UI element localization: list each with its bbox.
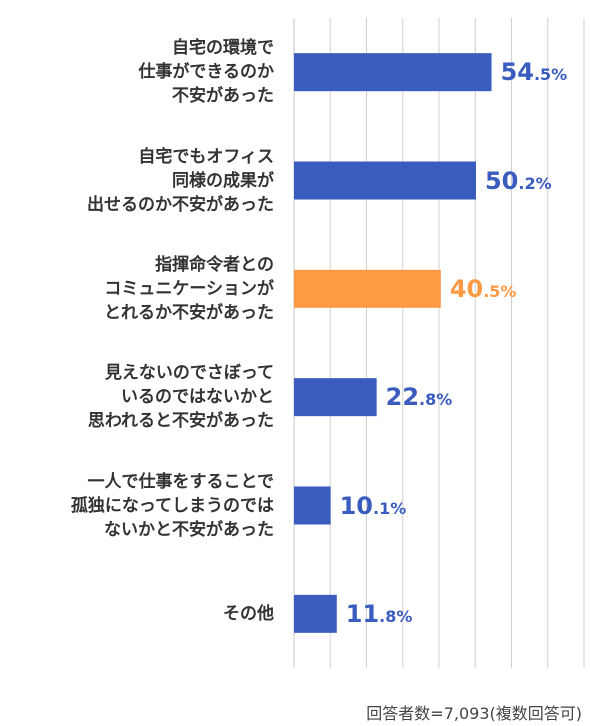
value-label: 11.8% (345, 599, 413, 628)
bar (294, 269, 441, 308)
value-label: 22.8% (385, 383, 453, 412)
bar (294, 53, 492, 92)
category-label: その他 (223, 603, 274, 624)
category-label: 見えないのでさぼって いるのではないかと 思われると不安があった (87, 363, 274, 432)
category-label: 自宅でもオフィス 同様の成果が 出せるのか不安があった (87, 146, 274, 215)
bar (294, 594, 337, 633)
bar (294, 378, 377, 417)
value-label: 10.1% (339, 491, 407, 520)
bar (294, 486, 331, 525)
bar (294, 161, 476, 200)
value-label: 50.2% (484, 166, 552, 195)
category-label: 指揮命令者との コミュニケーションが とれるか不安があった (104, 254, 274, 323)
value-label: 54.5% (500, 58, 568, 87)
category-label: 一人で仕事をすることで 孤独になってしまうのでは ないかと不安があった (70, 471, 274, 540)
value-label: 40.5% (449, 274, 517, 303)
category-label: 自宅の環境で 仕事ができるのか 不安があった (138, 38, 274, 107)
respondent-note: 回答者数=7,093(複数回答可) (366, 704, 582, 723)
